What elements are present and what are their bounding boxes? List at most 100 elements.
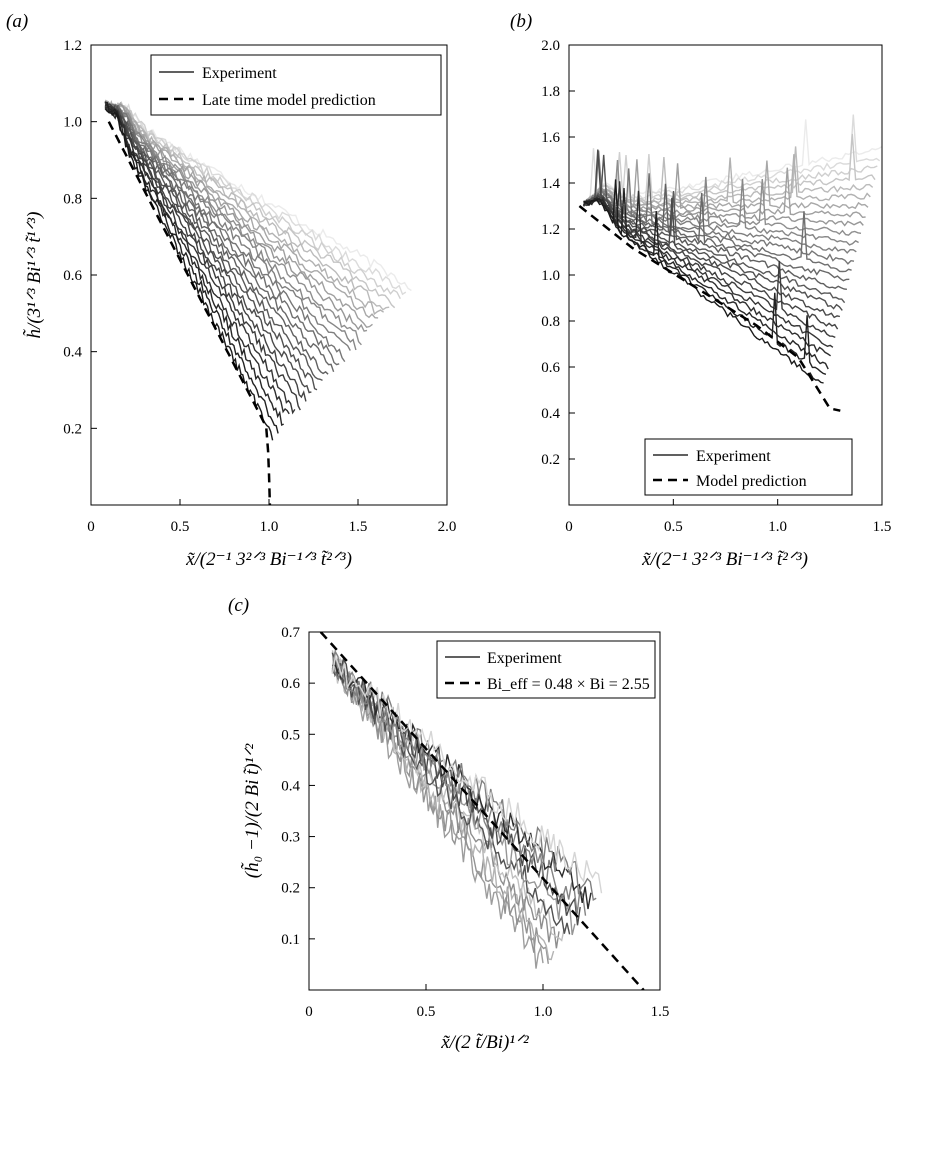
experiment-curve: [583, 173, 852, 273]
experiment-curve: [331, 655, 544, 969]
x-tick-label: 1.5: [349, 519, 368, 535]
y-tick-label: 0.1: [281, 932, 300, 948]
experiment-curve: [332, 664, 592, 910]
x-tick-label: 0.5: [664, 519, 683, 535]
experiment-curve: [583, 151, 878, 206]
y-tick-label: 2.0: [541, 38, 560, 54]
y-tick-label: 0.8: [541, 314, 560, 330]
experiment-curve: [104, 103, 351, 351]
panel-a: (a) 0 0.5 1.0 1.5 2.0 0.2 0.4 0.6 0.8 1.0 1.2 x̃/…: [6, 11, 456, 570]
experiment-curve: [583, 150, 855, 265]
y-tick-label: 1.8: [541, 84, 560, 100]
panel-b-legend-box: [644, 438, 853, 496]
panel-c-experiment-curves: [331, 649, 603, 969]
panel-a-label: (a): [6, 11, 28, 32]
experiment-curve: [583, 190, 831, 357]
panel-c-legend-model: Bi_eff = 0.48 × Bi = 2.55: [487, 676, 650, 693]
panel-b-legend-model: Model prediction: [696, 473, 807, 490]
experiment-curve: [583, 181, 834, 348]
panel-c-legend-experiment: Experiment: [487, 650, 562, 667]
x-tick-label: 1.0: [768, 519, 787, 535]
y-tick-label: 0.5: [281, 727, 300, 743]
x-tick-label: 0.5: [171, 519, 190, 535]
x-tick-label: 0: [305, 1004, 313, 1020]
panel-c-label: (c): [228, 595, 249, 616]
experiment-curve: [104, 100, 357, 351]
experiment-curve: [583, 179, 824, 384]
experiment-curve: [583, 187, 864, 227]
panel-b-frame: [568, 44, 883, 506]
x-tick-label: 0: [565, 519, 573, 535]
panel-a-legend-model: Late time model prediction: [202, 92, 376, 109]
panel-c-x-ticks: 0 0.5 1.0 1.5: [305, 984, 669, 1020]
x-tick-label: 1.0: [260, 519, 279, 535]
panel-b-y-ticks: 0.2 0.4 0.6 0.8 1.0 1.2 1.4 1.6 1.8 2.0: [541, 38, 575, 468]
y-tick-label: 1.4: [541, 176, 560, 192]
x-tick-label: 0: [87, 519, 95, 535]
y-tick-label: 1.6: [541, 130, 560, 146]
experiment-curve: [583, 188, 827, 375]
y-tick-label: 0.4: [63, 345, 82, 361]
experiment-curve: [583, 197, 829, 370]
y-tick-label: 0.4: [281, 778, 300, 794]
x-tick-label: 1.5: [651, 1004, 670, 1020]
x-tick-label: 2.0: [438, 519, 457, 535]
experiment-curve: [104, 102, 340, 366]
y-tick-label: 0.7: [281, 625, 300, 641]
panel-b-x-ticks: 0 0.5 1.0 1.5: [565, 499, 891, 535]
panel-b-model-curve: [578, 205, 841, 412]
panel-c-y-axis-label: (h̃₀ −1)/(2 Bi t̃)¹ᐟ²: [241, 744, 263, 879]
panel-c-y-ticks: 0.1 0.2 0.3 0.4 0.5 0.6 0.7: [281, 625, 315, 948]
experiment-curve: [104, 103, 284, 427]
y-tick-label: 0.6: [63, 268, 82, 284]
panel-b-legend-experiment: Experiment: [696, 448, 771, 465]
experiment-curve: [104, 103, 362, 346]
experiment-curve: [105, 103, 301, 411]
experiment-curve: [104, 101, 412, 292]
panel-c-legend-box: [436, 640, 656, 699]
x-tick-label: 0.5: [417, 1004, 436, 1020]
experiment-curve: [583, 133, 876, 207]
experiment-curve: [583, 146, 874, 205]
panel-c-legend: Experiment Bi_eff = 0.48 × Bi = 2.55: [436, 640, 656, 699]
x-tick-label: 1.5: [873, 519, 892, 535]
panel-a-experiment-curves: [104, 99, 412, 441]
experiment-curve: [104, 105, 384, 316]
panel-b: (b) 0 0.5 1.0 1.5 0.2 0.4 0.6 0.8 1.0 1.2 1.4 1.6 1…: [510, 11, 891, 570]
panel-b-label: (b): [510, 11, 532, 32]
panel-a-model-curve: [107, 121, 272, 505]
experiment-curve: [105, 101, 279, 434]
experiment-curve: [104, 104, 323, 382]
y-tick-label: 0.3: [281, 830, 300, 846]
experiment-curve: [583, 193, 850, 282]
y-tick-label: 0.2: [63, 421, 82, 437]
panel-b-legend: Experiment Model prediction: [644, 438, 853, 496]
panel-a-x-axis-label: x̃/(2⁻¹ 3²ᐟ³ Bi⁻¹ᐟ³ t̃²ᐟ³): [185, 549, 352, 570]
panel-c-model-curve: [319, 632, 645, 990]
experiment-curve: [104, 108, 274, 441]
experiment-curve: [104, 106, 296, 415]
experiment-curve: [104, 105, 335, 373]
panel-a-x-ticks: 0 0.5 1.0 1.5 2.0: [87, 499, 456, 535]
experiment-curve: [331, 662, 571, 935]
experiment-curve: [331, 653, 603, 894]
panel-c-x-axis-label: x̃/(2 t̃/Bi)¹ᐟ²: [440, 1032, 529, 1053]
panel-c-frame: [308, 631, 661, 991]
experiment-curve: [104, 100, 368, 332]
y-tick-label: 0.8: [63, 191, 82, 207]
y-tick-label: 0.6: [281, 676, 300, 692]
y-tick-label: 1.0: [63, 115, 82, 131]
y-tick-label: 1.0: [541, 268, 560, 284]
experiment-curve: [583, 190, 857, 254]
x-tick-label: 1.0: [534, 1004, 553, 1020]
y-tick-label: 0.2: [541, 452, 560, 468]
panel-a-legend: Experiment Late time model prediction: [150, 54, 442, 116]
y-tick-label: 0.2: [281, 881, 300, 897]
experiment-curve: [331, 657, 576, 936]
panel-b-x-axis-label: x̃/(2⁻¹ 3²ᐟ³ Bi⁻¹ᐟ³ t̃²ᐟ³): [641, 549, 808, 570]
experiment-curve: [331, 652, 581, 926]
experiment-curve: [104, 100, 396, 309]
panel-a-y-axis-label: h̃/(3¹ᐟ³ Bi¹ᐟ³ t̃¹ᐟ³): [23, 212, 45, 339]
panel-a-legend-box: [150, 54, 442, 116]
